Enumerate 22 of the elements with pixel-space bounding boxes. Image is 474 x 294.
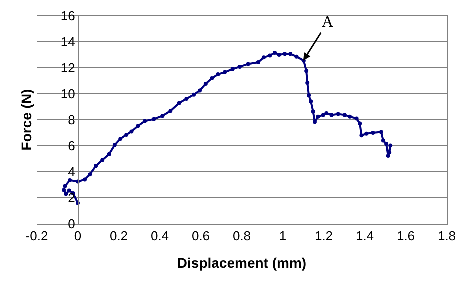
y-tick-label: 4 <box>68 164 76 180</box>
y-axis-title: Force (N) <box>18 89 35 151</box>
y-tick-label: 12 <box>60 60 76 76</box>
y-tick-label: 2 <box>68 190 76 206</box>
x-tick-label: 1.6 <box>396 228 416 244</box>
x-tick-label: 0.6 <box>192 228 210 244</box>
x-tick-label: 0.8 <box>232 228 252 244</box>
y-tick-label: 10 <box>60 86 76 102</box>
y-tick-label: 8 <box>68 112 76 128</box>
x-tick-label: 1.4 <box>356 228 374 244</box>
y-tick-label: 14 <box>60 34 76 50</box>
x-tick-label: -0.2 <box>26 228 48 244</box>
x-tick-label: 1.2 <box>314 228 334 244</box>
x-tick-label: 1.8 <box>438 228 456 244</box>
x-axis-title: Displacement (mm) <box>177 254 307 271</box>
x-tick-label: 0.4 <box>150 228 170 244</box>
y-tick-label: 16 <box>60 8 76 24</box>
annotation: A <box>322 14 334 31</box>
x-tick-label: 1 <box>279 228 287 244</box>
y-tick-label: 6 <box>68 138 76 154</box>
x-tick-label: 0.2 <box>110 228 128 244</box>
y-tick-label: 0 <box>68 216 76 232</box>
